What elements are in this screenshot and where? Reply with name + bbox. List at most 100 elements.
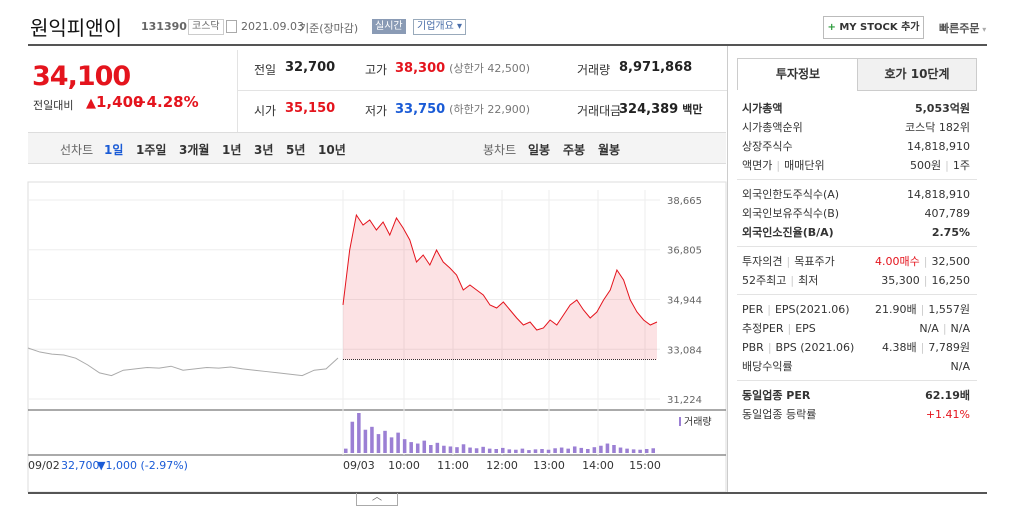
volume-bar <box>461 444 466 453</box>
prev-day-price: 32,700 <box>61 459 100 472</box>
change-rate: +4.28% <box>134 93 199 111</box>
volume-bar <box>474 448 479 453</box>
info-row: 시가총액 5,053억원 <box>742 100 970 118</box>
volume-bar <box>638 449 642 453</box>
divider <box>238 90 727 91</box>
candle-tab[interactable]: 주봉 <box>563 143 586 157</box>
info-label: 동일업종 등락률 <box>742 408 817 421</box>
tab-group-label: 선차트 <box>60 143 94 157</box>
volume-bar <box>429 445 433 453</box>
info-value: 1,557원 <box>928 303 970 316</box>
info-label: 상장주식수 <box>742 140 793 153</box>
note: (상한가 42,500) <box>449 62 531 75</box>
volume-bar <box>344 448 348 453</box>
x-tick-label: 15:00 <box>629 459 661 472</box>
volume-bar <box>389 437 394 453</box>
prev-day-change: ▼1,000 (-2.97%) <box>97 459 188 472</box>
info-tab[interactable]: 투자정보 <box>737 58 859 90</box>
summary-value: 33,750 (하한가 22,900) <box>395 101 530 117</box>
volume-bar <box>533 449 538 453</box>
info-label: 액면가 <box>742 159 773 172</box>
x-tick-label: 11:00 <box>437 459 469 472</box>
info-label: 시가총액 <box>742 102 783 115</box>
volume-bar <box>631 449 636 453</box>
summary-value: 32,700 <box>285 60 335 75</box>
info-row: 추정PER | EPS N/A | N/A <box>742 322 970 335</box>
header-rule <box>28 44 987 46</box>
candle-tab[interactable]: 월봉 <box>598 143 621 157</box>
info-value: 32,500 <box>931 255 971 268</box>
price-line <box>27 347 339 377</box>
volume-bar <box>586 449 590 453</box>
collapse-button[interactable]: ︿ <box>356 493 398 506</box>
info-value: 407,789 <box>924 207 971 220</box>
volume-bar <box>396 432 400 453</box>
panel-divider <box>727 46 728 493</box>
info-value: 16,250 <box>931 274 971 287</box>
prev-day-date: 09/02 <box>28 459 60 472</box>
mystock-button[interactable]: + MY STOCK 추가 <box>823 16 924 39</box>
volume-bar <box>605 443 610 453</box>
change-value: 1,400 <box>96 93 144 111</box>
info-label: 최저 <box>798 274 819 287</box>
volume-bar <box>350 421 355 453</box>
candle-tab[interactable]: 일봉 <box>528 143 551 157</box>
period-tab[interactable]: 5년 <box>286 143 306 157</box>
volume-bar <box>507 449 512 453</box>
volume-bar <box>494 449 498 453</box>
volume-bar <box>566 448 570 453</box>
info-label: 외국인소진율(B/A) <box>742 226 834 239</box>
company-label: 기업개요 <box>417 21 454 32</box>
info-value: 4.38배 <box>882 341 917 354</box>
info-label: PER <box>742 303 764 316</box>
info-value: N/A <box>950 360 970 373</box>
volume-bar <box>644 449 649 453</box>
quick-order[interactable]: 빠른주문 ▾ <box>939 22 987 35</box>
info-row: PBR | BPS (2021.06) 4.38배 | 7,789원 <box>742 341 970 354</box>
volume-bar <box>435 442 440 453</box>
note: (하한가 22,900) <box>449 103 531 116</box>
area <box>343 215 657 360</box>
current-price: 34,100 <box>32 61 131 92</box>
company-button[interactable]: 기업개요 ▾ <box>413 19 467 35</box>
info-label: 투자의견 <box>742 255 783 268</box>
group-divider <box>737 246 977 247</box>
value: 32,700 <box>285 60 336 75</box>
unit: 백만 <box>682 103 703 116</box>
info-value: +1.41% <box>925 408 970 421</box>
info-label: 배당수익률 <box>742 360 793 373</box>
info-value: 500원 <box>910 159 942 172</box>
period-tab[interactable]: 3개월 <box>179 143 210 157</box>
tab-group-label: 봉차트 <box>483 143 517 157</box>
date: 2021.09.03 <box>241 20 304 33</box>
info-row: 외국인한도주식수(A) 14,818,910 <box>742 186 970 204</box>
group-divider <box>737 294 977 295</box>
realtime-button[interactable]: 실시간 <box>372 19 406 34</box>
period-tab[interactable]: 3년 <box>254 143 274 157</box>
footer-rule <box>28 492 987 494</box>
info-label: 목표주가 <box>794 255 835 268</box>
info-value: 14,818,910 <box>907 140 970 153</box>
info-tab[interactable]: 호가 10단계 <box>857 58 977 91</box>
info-row: 52주최고 | 최저 35,300 | 16,250 <box>742 274 971 287</box>
period-tab[interactable]: 10년 <box>318 143 346 157</box>
info-label: 52주최고 <box>742 274 787 287</box>
period-tab[interactable]: 1일 <box>104 143 124 157</box>
info-row: 투자의견 | 목표주가 4.00매수 | 32,500 <box>742 255 971 268</box>
volume-bar <box>553 448 557 453</box>
value: 33,750 <box>395 102 446 117</box>
volume-bar <box>579 447 584 453</box>
mystock-label: MY STOCK 추가 <box>839 22 920 33</box>
period-tab[interactable]: 1주일 <box>136 143 167 157</box>
info-value: 1주 <box>952 159 970 172</box>
value: 38,300 <box>395 61 446 76</box>
volume-bar <box>402 439 407 453</box>
info-value: 코스닥 182위 <box>905 121 970 134</box>
period-tab[interactable]: 1년 <box>222 143 242 157</box>
stock-code: 131390 <box>141 20 187 33</box>
volume-bar <box>455 447 459 453</box>
summary-label: 고가 <box>365 63 388 77</box>
volume-bar <box>540 449 544 453</box>
summary-label: 전일 <box>254 63 277 77</box>
